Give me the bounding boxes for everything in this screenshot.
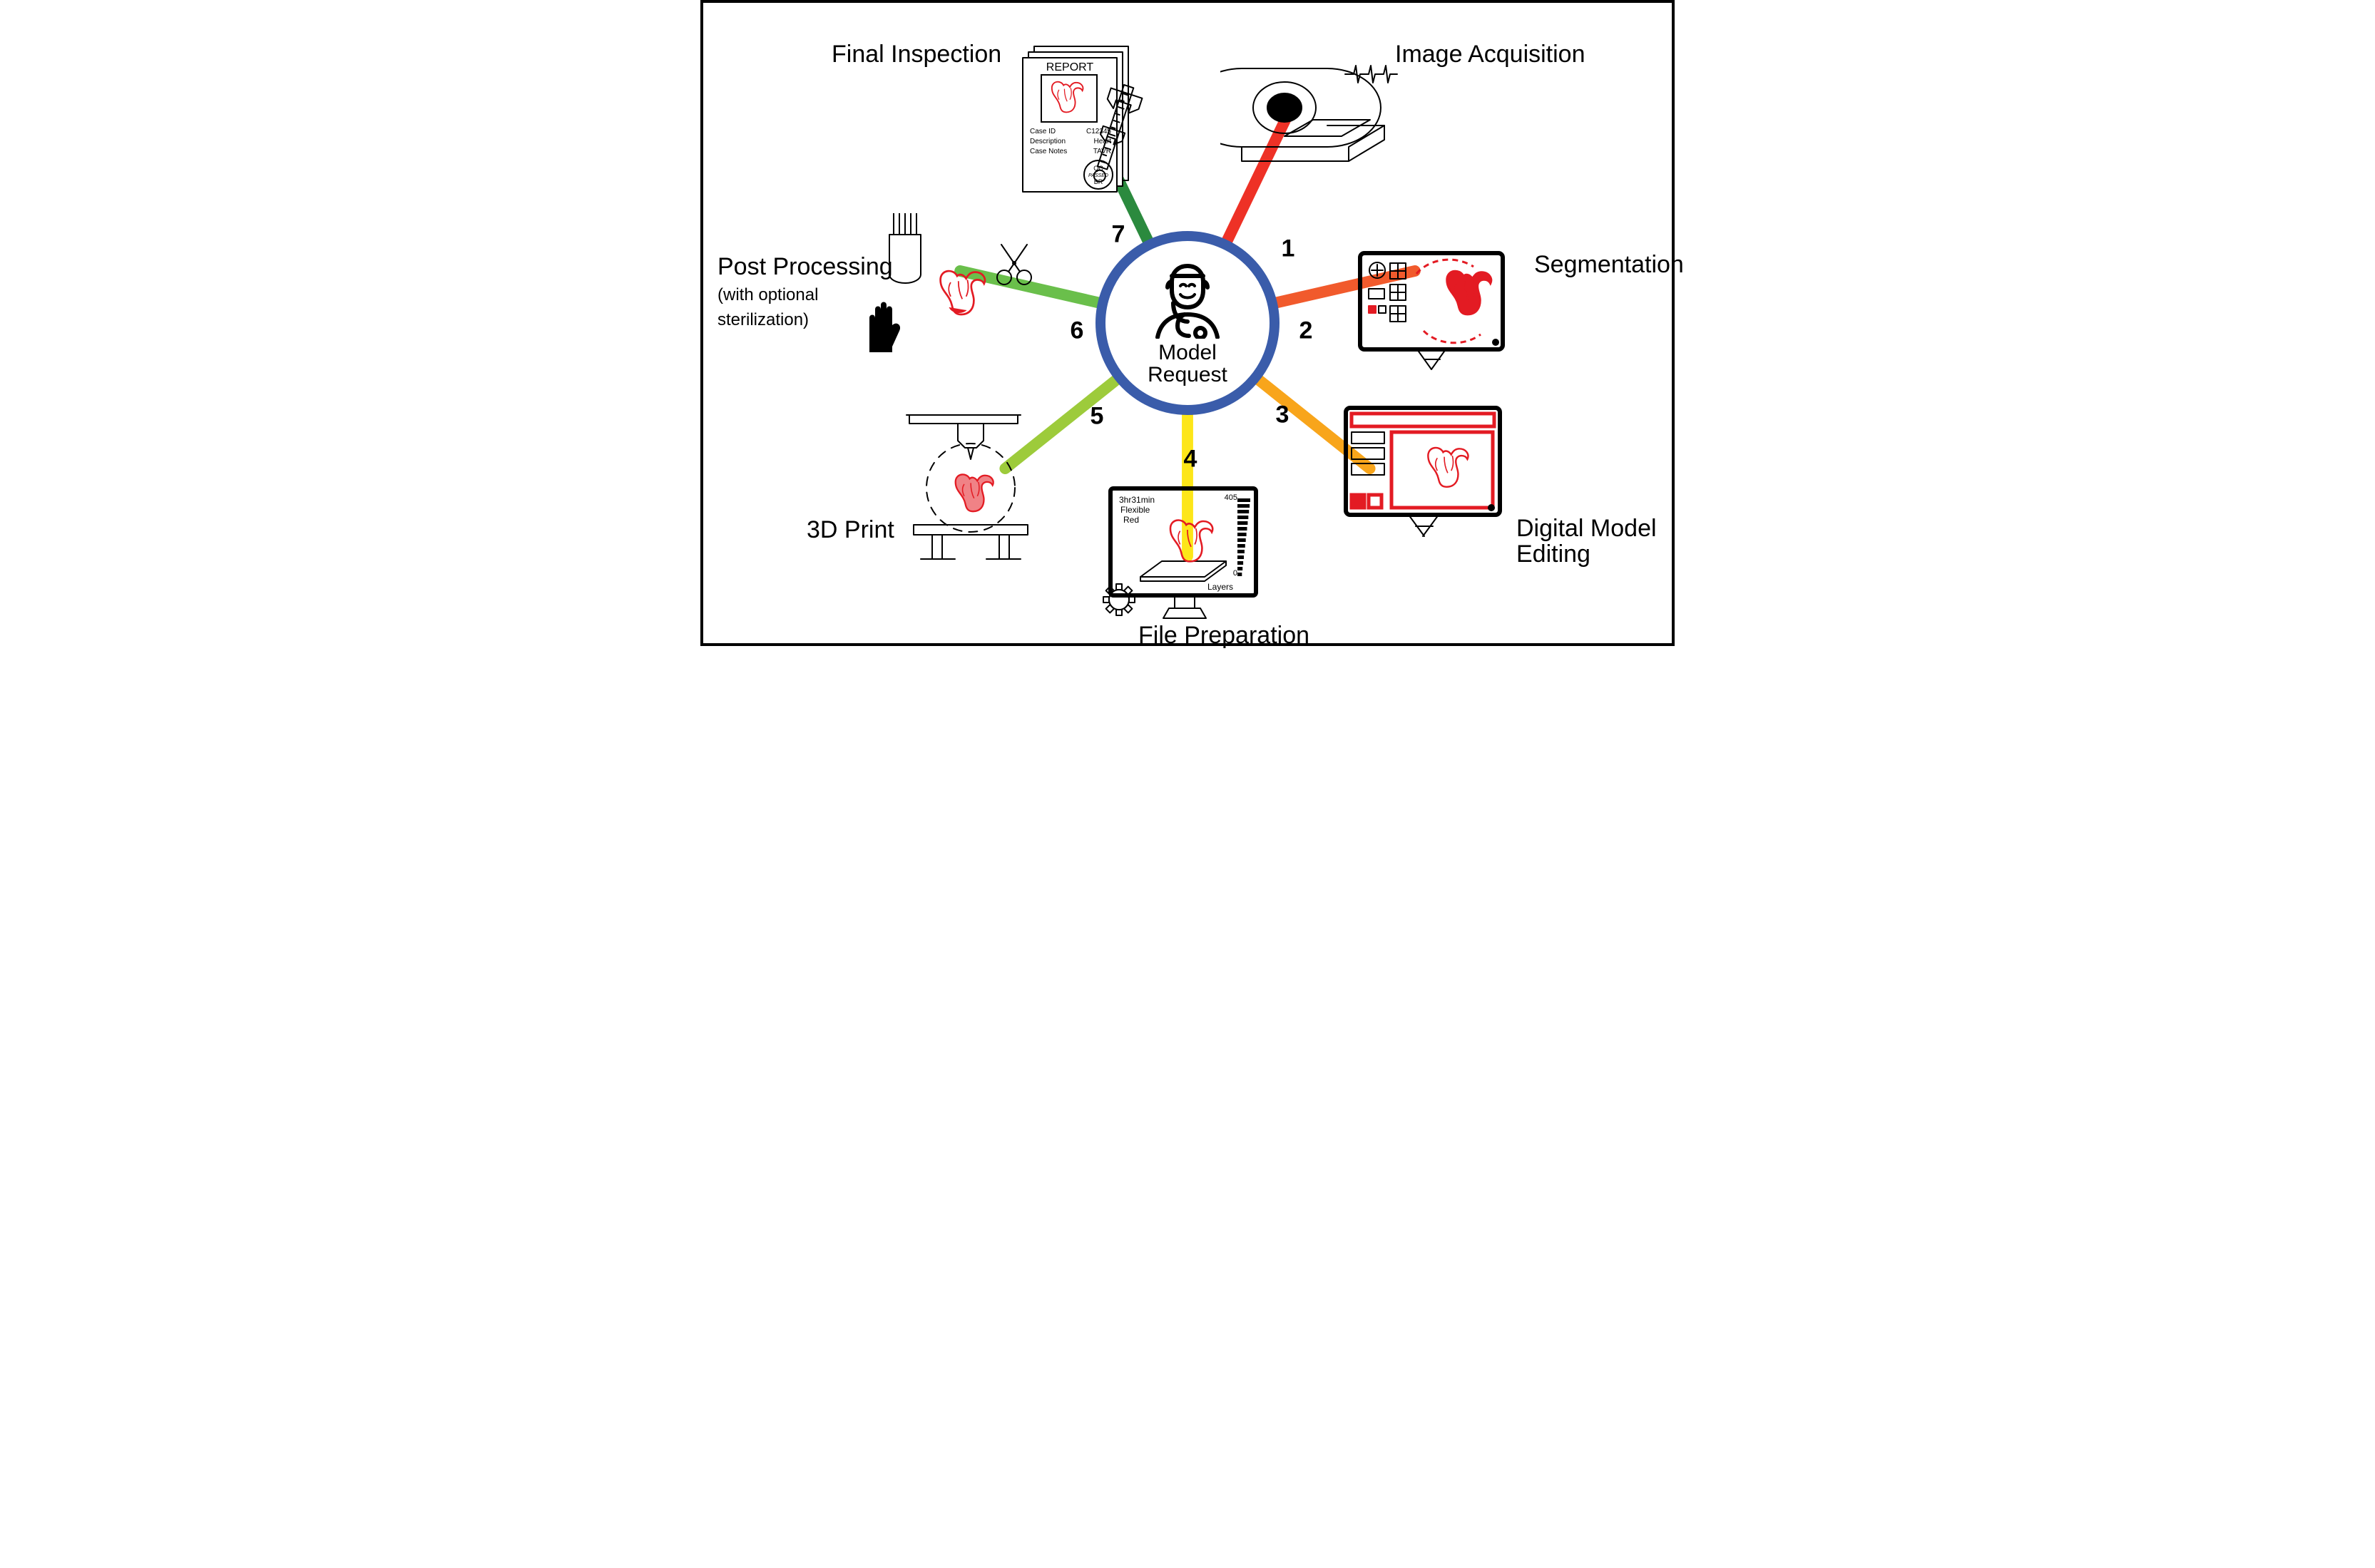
editing-monitor-icon: [1342, 404, 1506, 543]
step-number-6: 6: [1071, 317, 1084, 345]
fileprep-monitor-icon: 3hr31min Flexible Red 405 0 Layers: [1098, 484, 1269, 623]
svg-text:Case ID: Case ID: [1030, 128, 1056, 135]
step-number-2: 2: [1299, 317, 1313, 345]
step-number-7: 7: [1112, 221, 1125, 249]
figure-seg: [1356, 249, 1509, 377]
step-label-3: Digital ModelEditing: [1516, 516, 1657, 567]
svg-text:Case Notes: Case Notes: [1030, 148, 1067, 155]
step-number-1: 1: [1282, 235, 1295, 263]
step-label-2: Segmentation: [1534, 252, 1684, 278]
svg-text:Description: Description: [1030, 138, 1066, 145]
hub-label-2: Request: [1148, 363, 1227, 386]
step-number-5: 5: [1091, 403, 1104, 431]
step-label-6: Post Processing(with optionalsterilizati…: [717, 255, 893, 331]
svg-text:3hr31min: 3hr31min: [1119, 495, 1155, 505]
step-label-1: Image Acquisition: [1395, 42, 1585, 68]
report-icon: REPORT Case IDC12345 DescriptionHeart Ca…: [1010, 42, 1181, 213]
3d-printer-icon: [892, 402, 1049, 566]
svg-text:Flexible: Flexible: [1120, 505, 1150, 515]
segmentation-monitor-icon: [1356, 249, 1509, 377]
svg-text:REPORT: REPORT: [1046, 61, 1094, 73]
svg-text:0: 0: [1233, 569, 1237, 578]
figure-dme: [1342, 404, 1506, 543]
step-label-4: File Preparation: [1138, 623, 1309, 649]
figure-ct: [1220, 54, 1399, 183]
figure-fileprep: 3hr31min Flexible Red 405 0 Layers: [1098, 484, 1269, 623]
ct-scanner-icon: [1220, 54, 1399, 183]
svg-text:Red: Red: [1123, 515, 1139, 525]
step-number-4: 4: [1184, 446, 1197, 473]
svg-text:Layers: Layers: [1207, 582, 1233, 592]
step-label-5: 3D Print: [807, 518, 894, 543]
figure-printer: [892, 402, 1049, 566]
step-label-7: Final Inspection: [832, 42, 1001, 68]
hub-label-1: Model: [1158, 341, 1217, 364]
svg-text:405: 405: [1225, 493, 1237, 502]
step-number-3: 3: [1276, 401, 1289, 429]
figure-report: REPORT Case IDC12345 DescriptionHeart Ca…: [1010, 42, 1181, 213]
physician-icon: [1145, 260, 1230, 339]
